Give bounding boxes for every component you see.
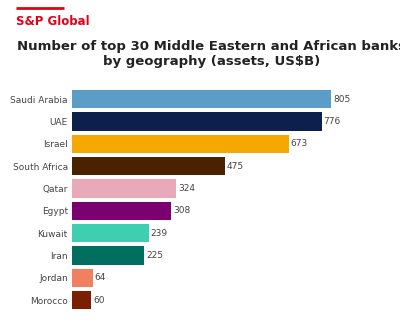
- Text: 308: 308: [173, 206, 190, 215]
- Bar: [72, 246, 144, 265]
- Text: 805: 805: [333, 95, 350, 104]
- Text: 60: 60: [93, 295, 105, 305]
- Bar: [72, 291, 91, 309]
- Text: 239: 239: [151, 229, 168, 238]
- Bar: [72, 113, 322, 131]
- Bar: [72, 224, 149, 242]
- Bar: [72, 180, 176, 198]
- Text: S&P Global: S&P Global: [16, 15, 90, 28]
- Title: Number of top 30 Middle Eastern and African banks
by geography (assets, US$B): Number of top 30 Middle Eastern and Afri…: [18, 40, 400, 68]
- Bar: [72, 269, 92, 287]
- Text: 64: 64: [94, 273, 106, 282]
- Text: 324: 324: [178, 184, 195, 193]
- Text: 475: 475: [227, 162, 244, 171]
- Bar: [72, 202, 171, 220]
- Bar: [72, 90, 331, 109]
- Text: 776: 776: [324, 117, 341, 126]
- Bar: [72, 135, 288, 153]
- Text: 225: 225: [146, 251, 163, 260]
- Bar: [72, 157, 225, 175]
- Text: 673: 673: [290, 139, 308, 148]
